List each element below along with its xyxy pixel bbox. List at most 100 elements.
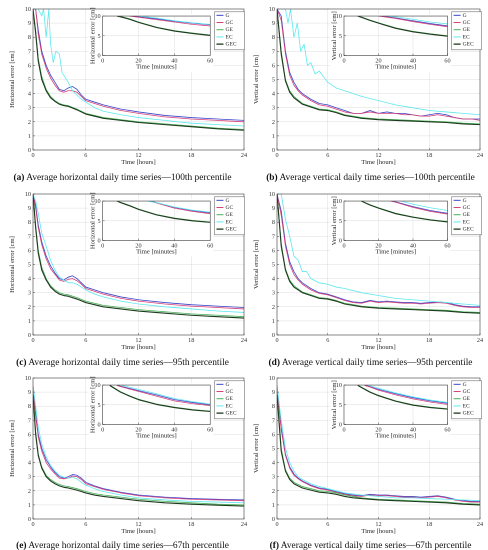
inset-b-y-axis-label: Vertical error [cm] [331, 11, 338, 60]
legend-label-gc: GC [225, 205, 233, 211]
inset-c-series-group [116, 201, 211, 223]
panel-a-y-tick-label: 3 [28, 105, 31, 112]
inset-chart-a: 0 20 40 60 0 5 10 Time [minutes] Horizontal erro… [88, 7, 213, 72]
panel-c-x-axis-label: Time [hours] [121, 344, 155, 351]
legend-label-g: G [463, 13, 467, 19]
panel-d-y-tick-label: 4 [272, 276, 275, 283]
panel-d-x-tick-label: 0 [275, 337, 278, 344]
legend-label-g: G [225, 382, 229, 388]
panel-e-x-tick-label: 18 [188, 521, 194, 528]
legend-label-gec: GEC [225, 411, 236, 417]
panel-b-x-tick-label: 6 [326, 152, 329, 159]
inset-e-y-axis-label: Horizontal error [cm] [90, 376, 97, 433]
panel-c-y-tick-label: 8 [28, 219, 31, 226]
panel-f-y-tick-label: 10 [269, 375, 275, 382]
legend-label-gc: GC [463, 389, 471, 395]
legend-label-ge: GE [225, 27, 233, 33]
inset-f-series-line-ec [368, 385, 448, 403]
inset-chart-d: 0 20 40 60 0 5 10 Time [minutes] Vertical error … [329, 196, 451, 257]
panel-e-x-tick-label: 0 [31, 521, 34, 528]
inset-b-x-tick-label: 60 [444, 58, 450, 65]
panel-c-y-tick-label: 1 [28, 318, 31, 325]
panel-a-series-line-g [33, 9, 244, 121]
panel-b-series-line-gc [277, 9, 480, 121]
inset-b-x-tick-label: 20 [375, 58, 381, 65]
panel-d-series-line-gec [277, 194, 480, 314]
panel-a-y-tick-label: 2 [28, 119, 31, 126]
panel-c-series-group [33, 194, 244, 319]
caption-text: Average horizontal daily time series—95t… [27, 358, 229, 368]
inset-e-y-tick-label: 5 [98, 402, 101, 409]
legend-label-gec: GEC [225, 227, 236, 233]
panel-c-x-tick-label: 6 [84, 337, 87, 344]
inset-c-y-axis-label: Horizontal error [cm] [90, 192, 97, 249]
caption-text: Average vertical daily time series—95th … [280, 358, 472, 368]
inset-b-x-tick-label: 0 [342, 58, 345, 65]
panel-d-series-group [277, 194, 480, 314]
panel-d-x-tick-label: 24 [477, 337, 483, 344]
caption-letter: (f) [270, 540, 279, 550]
panel-f-x-tick-label: 12 [375, 521, 381, 528]
panel-a-y-axis-label: Horizontal error [cm] [9, 51, 16, 108]
inset-d-x-tick-label: 40 [410, 243, 416, 250]
panel-a-x-axis-label: Time [hours] [121, 159, 155, 166]
legend-label-ge: GE [225, 212, 233, 218]
panel-d-y-tick-label: 10 [269, 191, 275, 198]
inset-f-series-line-gec [357, 385, 448, 410]
inset-chart-f: 0 20 40 60 0 5 10 Time [minutes] Vertical error … [329, 380, 451, 441]
panel-b-x-tick-label: 0 [275, 152, 278, 159]
legend-label-gc: GC [463, 205, 471, 211]
panel-d-x-axis-label: Time [hours] [361, 344, 395, 351]
inset-f-x-axis-label: Time [minutes] [375, 433, 416, 440]
panel-a-y-tick-label: 6 [28, 62, 31, 69]
panel-e-series-line-ec [33, 385, 244, 504]
panel-a-y-tick-label: 9 [28, 20, 31, 27]
panel-b-y-tick-label: 7 [272, 48, 275, 55]
panel-b-y-tick-label: 0 [272, 147, 275, 154]
panel-a-y-tick-label: 8 [28, 34, 31, 41]
inset-b-y-tick-label: 5 [339, 33, 342, 40]
panel-a-y-tick-label: 0 [28, 147, 31, 154]
panel-b-y-tick-label: 8 [272, 34, 275, 41]
inset-a-x-tick-label: 0 [101, 58, 104, 65]
legend-label-ec: EC [225, 219, 232, 225]
legend-label-gec: GEC [225, 42, 236, 48]
legend-label-g: G [225, 198, 229, 204]
panel-b-y-tick-label: 6 [272, 62, 275, 69]
caption-a: (a) Average horizontal daily time series… [14, 172, 232, 183]
legend-label-gc: GC [225, 20, 233, 26]
caption-letter: (e) [16, 540, 26, 550]
caption-b: (b) Average vertical daily time series—1… [266, 172, 475, 183]
inset-f-series-line-gc [364, 385, 448, 405]
caption-letter: (c) [16, 357, 26, 368]
legend-label-g: G [463, 382, 467, 388]
panel-f-y-tick-label: 5 [272, 446, 275, 453]
inset-d-x-tick-label: 20 [375, 243, 381, 250]
panel-c-x-tick-label: 0 [31, 337, 34, 344]
panel-a-x-tick-label: 6 [84, 152, 87, 159]
legend-label-ge: GE [463, 212, 471, 218]
panel-c-series-line-g [33, 194, 244, 308]
inset-b-x-axis-label: Time [minutes] [375, 64, 416, 71]
panel-b-series-line-gec [277, 9, 480, 126]
panel-b-y-tick-label: 10 [269, 6, 275, 13]
panel-a-y-tick-label: 4 [28, 91, 31, 98]
caption-text: Average vertical daily time series—100th… [278, 173, 475, 183]
panel-b-series-group [277, 9, 480, 126]
panel-f-y-tick-label: 9 [272, 389, 275, 396]
panel-a-series-line-ge [33, 9, 244, 130]
panel-f-y-axis-label: Vertical error [cm] [253, 424, 260, 473]
legend-label-gec: GEC [463, 42, 474, 48]
inset-a-y-axis-label: Horizontal error [cm] [90, 7, 97, 64]
panel-b-y-tick-label: 5 [272, 77, 275, 84]
inset-a-series-line-ec [138, 16, 211, 25]
panel-d-x-tick-label: 18 [426, 337, 432, 344]
legend-label-gec: GEC [463, 411, 474, 417]
inset-f-y-axis-label: Vertical error [cm] [331, 380, 338, 429]
inset-e-x-tick-label: 0 [101, 427, 104, 434]
